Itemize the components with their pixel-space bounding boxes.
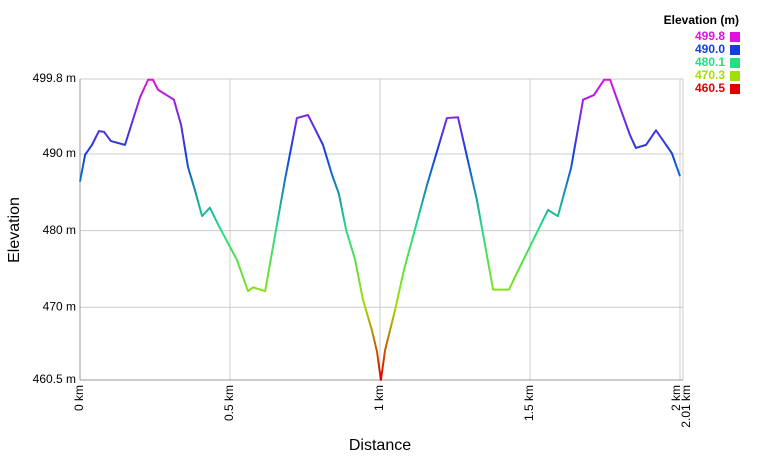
legend-swatch: [730, 58, 740, 68]
y-tick-label: 490 m: [43, 146, 76, 160]
legend-swatch: [730, 71, 740, 81]
y-tick-label: 460.5 m: [33, 372, 76, 386]
legend-swatch: [730, 45, 740, 55]
legend-label: 490.0: [695, 42, 725, 56]
elevation-line: [79, 78, 681, 381]
legend-swatch: [730, 32, 740, 42]
x-tick-label: 2.01 km: [679, 385, 693, 428]
legend-label: 460.5: [695, 81, 725, 95]
y-tick-label: 480 m: [43, 223, 76, 237]
y-axis-title: Elevation: [6, 197, 23, 263]
x-tick-label: 2 km: [669, 385, 683, 411]
x-tick-label: 1 km: [372, 385, 386, 411]
x-axis-title: Distance: [349, 437, 411, 454]
x-tick-label: 0.5 km: [222, 385, 236, 421]
y-tick-label: 470 m: [43, 299, 76, 313]
x-tick-label: 1.5 km: [522, 385, 536, 421]
x-tick-label: 0 km: [72, 385, 86, 411]
legend-label: 499.8: [695, 29, 725, 43]
legend-label: 470.3: [695, 68, 725, 82]
legend-title: Elevation (m): [664, 13, 739, 27]
y-tick-label: 499.8 m: [33, 71, 76, 85]
legend-swatch: [730, 84, 740, 94]
legend-label: 480.1: [695, 55, 725, 69]
